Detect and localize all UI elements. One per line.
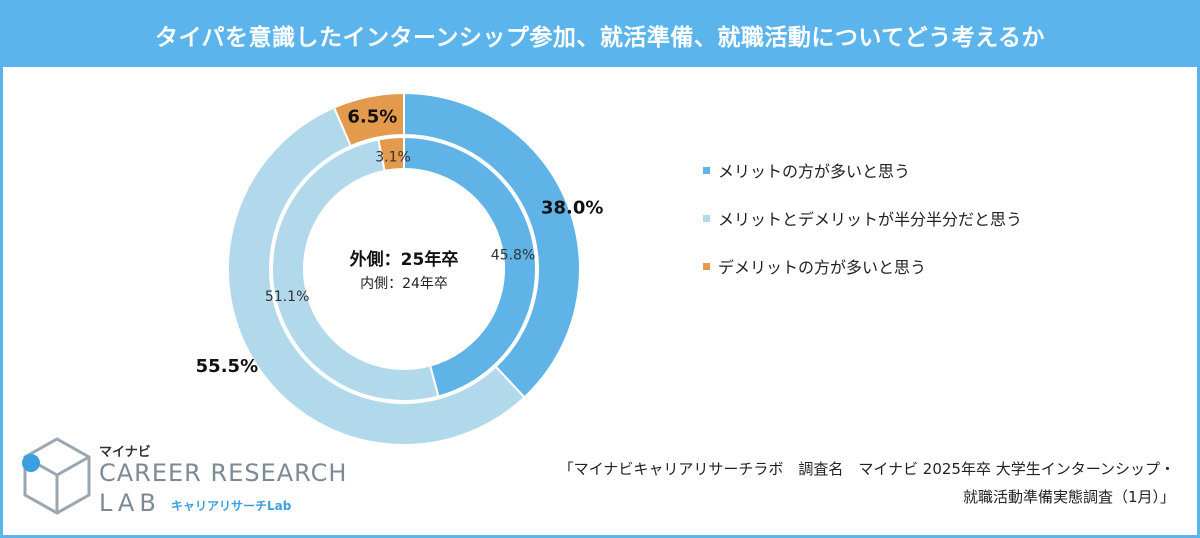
career-research-lab-logo: マイナビ CAREER RESEARCH LAB キャリアリサーチLab [17, 433, 357, 523]
inner-slice-demerit [377, 135, 405, 173]
outer-ring-label: 外側：25年卒 [350, 249, 459, 270]
source-note: 「マイナビキャリアリサーチラボ 調査名 マイナビ 2025年卒 大学生インターン… [475, 455, 1175, 511]
inner-data-label-merit: 45.8% [491, 247, 535, 263]
source-line-2: 就職活動準備実態調査（1月）」 [962, 488, 1175, 506]
legend-item-merit: メリットの方が多いと思う [703, 159, 1022, 181]
legend-item-demerit: デメリットの方が多いと思う [703, 255, 1022, 277]
outer-data-label-half: 55.5% [196, 356, 258, 377]
legend-label: メリットの方が多いと思う [718, 162, 911, 181]
donut-chart: 外側：25年卒 内側：24年卒 38.0% 55.5% 6.5% 45.8% 51.1%… [196, 91, 603, 446]
brand-name-en-lab: LAB [99, 489, 161, 517]
outer-slice-demerit [332, 91, 405, 148]
brand-subtitle: キャリアリサーチLab [171, 499, 292, 513]
inner-data-label-demerit: 3.1% [375, 149, 411, 165]
inner-data-label-half: 51.1% [265, 289, 309, 305]
source-line-1: 「マイナビキャリアリサーチラボ 調査名 マイナビ 2025年卒 大学生インターン… [558, 460, 1175, 478]
legend-label: メリットとデメリットが半分半分だと思う [718, 210, 1023, 229]
legend-swatch-half [703, 214, 710, 222]
inner-ring-label: 内側：24年卒 [360, 276, 448, 292]
brand-name-jp: マイナビ [99, 445, 151, 460]
outer-data-label-demerit: 6.5% [347, 107, 397, 128]
legend-item-half: メリットとデメリットが半分半分だと思う [703, 207, 1022, 229]
legend: メリットの方が多いと思う メリットとデメリットが半分半分だと思う デメリットの方… [703, 159, 1022, 303]
cube-logo-icon [22, 437, 91, 515]
legend-label: デメリットの方が多いと思う [718, 258, 927, 277]
outer-slice-merit [403, 91, 581, 399]
brand-name-en: CAREER RESEARCH [99, 459, 348, 487]
chart-title: タイパを意識したインターンシップ参加、就活準備、就職活動についてどう考えるか [3, 3, 1197, 67]
legend-swatch-demerit [703, 262, 710, 270]
legend-swatch-merit [703, 166, 710, 174]
outer-data-label-merit: 38.0% [541, 197, 603, 218]
inner-slice-half [271, 138, 440, 402]
inner-slice-merit [403, 135, 537, 398]
outer-slice-half [227, 106, 526, 446]
